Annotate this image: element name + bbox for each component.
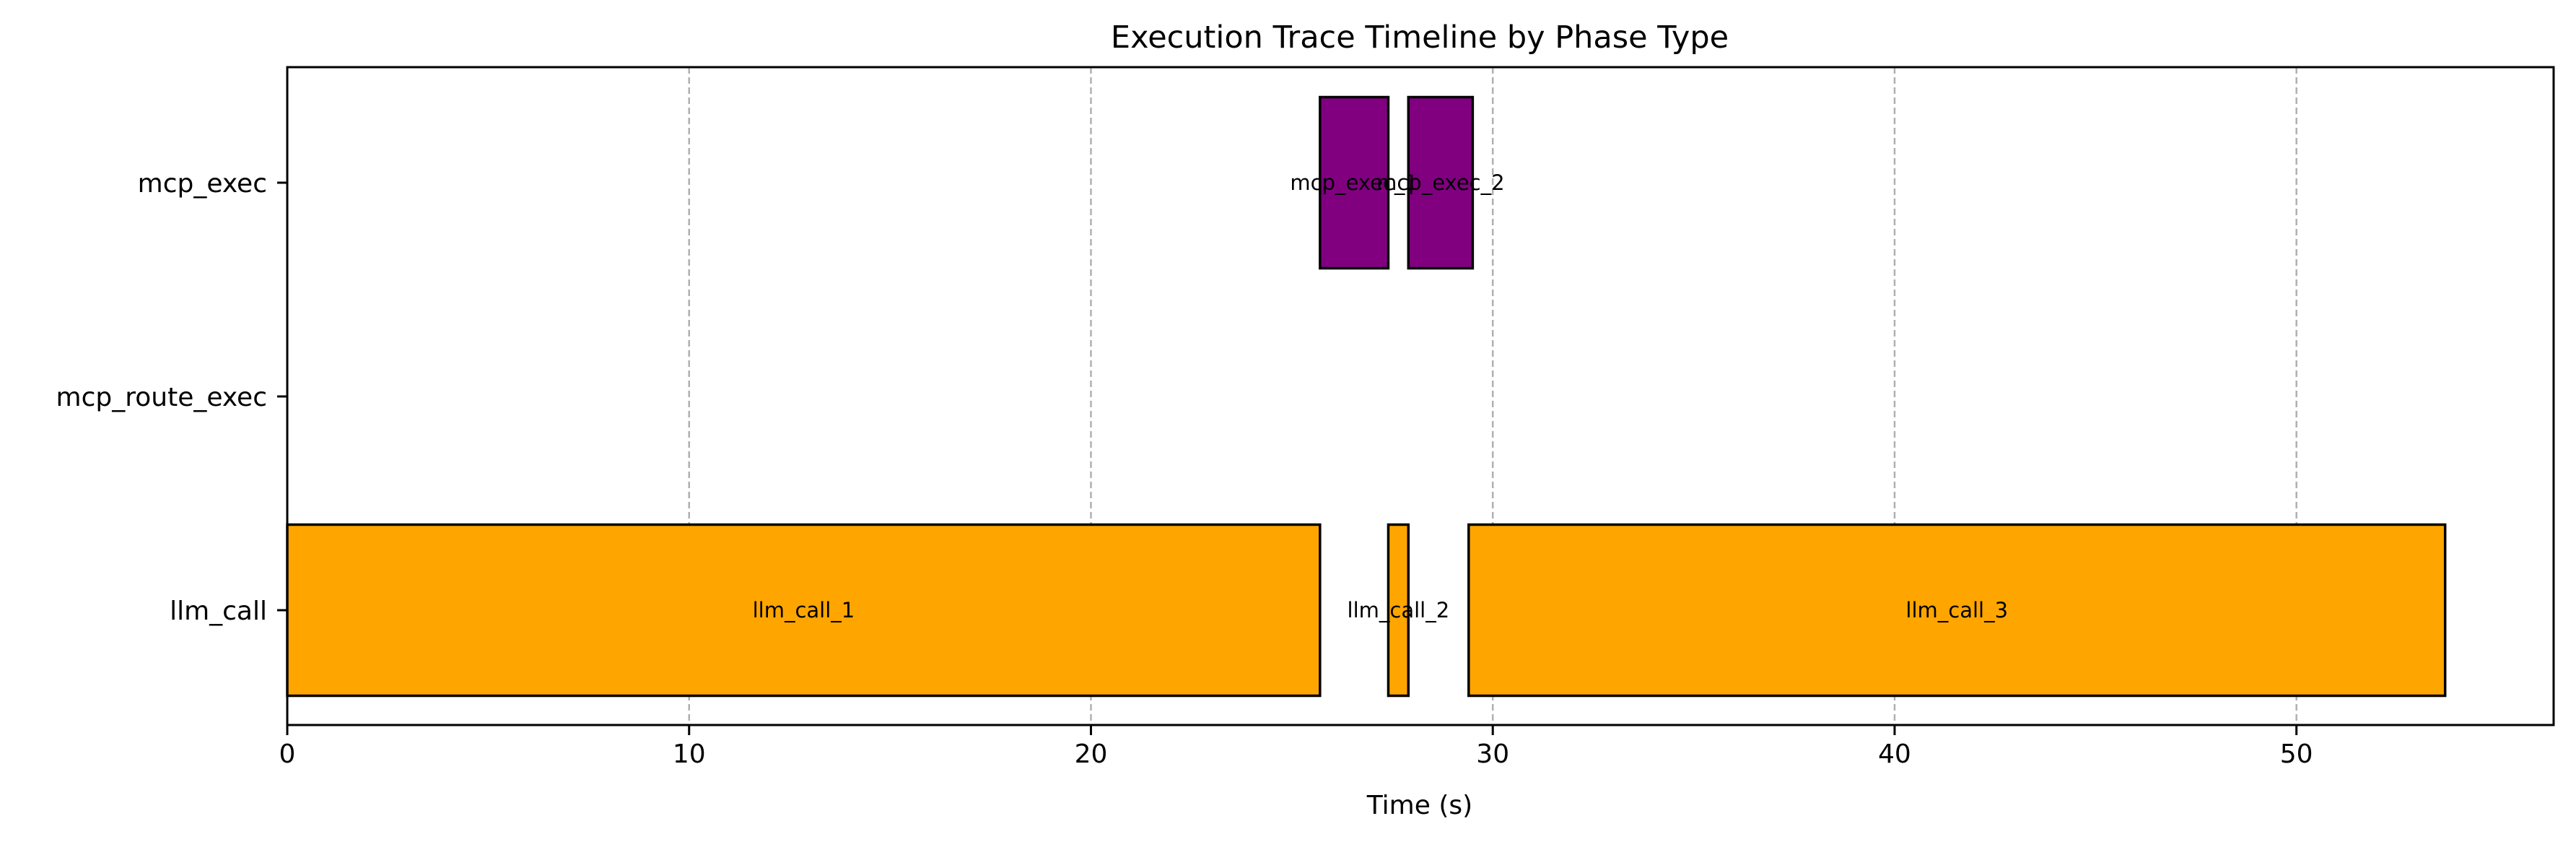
y-tick-label: mcp_route_exec xyxy=(56,383,267,412)
x-tick-label: 10 xyxy=(673,739,706,769)
x-tick-label: 20 xyxy=(1075,739,1108,769)
x-tick-label: 50 xyxy=(2280,739,2313,769)
bar-label: mcp_exec_2 xyxy=(1376,170,1504,195)
timeline-bar xyxy=(1467,523,2447,698)
timeline-bar xyxy=(1407,95,1475,270)
y-tick-label: mcp_exec xyxy=(138,169,267,199)
bar-label: llm_call_3 xyxy=(1905,598,2008,622)
bar-label: llm_call_2 xyxy=(1348,598,1450,622)
x-tick-label: 0 xyxy=(279,739,296,769)
x-tick-label: 40 xyxy=(1878,739,1911,769)
x-axis-ticks: 0 10 20 30 40 50 xyxy=(279,725,2313,769)
chart-title: Execution Trace Timeline by Phase Type xyxy=(1111,19,1729,56)
bar-segments xyxy=(286,95,2447,698)
x-tick-label: 30 xyxy=(1476,739,1509,769)
timeline-bar xyxy=(1387,523,1410,698)
timeline-bar xyxy=(286,523,1322,698)
timeline-bar xyxy=(1319,95,1390,270)
bar-label: mcp_exec_1 xyxy=(1290,170,1418,195)
bar-label: llm_call_1 xyxy=(753,598,855,622)
y-axis-ticks: mcp_exec mcp_route_exec llm_call xyxy=(56,169,287,626)
x-axis-label: Time (s) xyxy=(1366,791,1472,820)
bar-labels: llm_call_1 llm_call_2 llm_call_3 mcp_exec_1… xyxy=(753,170,2008,622)
y-tick-label: llm_call xyxy=(170,596,267,626)
